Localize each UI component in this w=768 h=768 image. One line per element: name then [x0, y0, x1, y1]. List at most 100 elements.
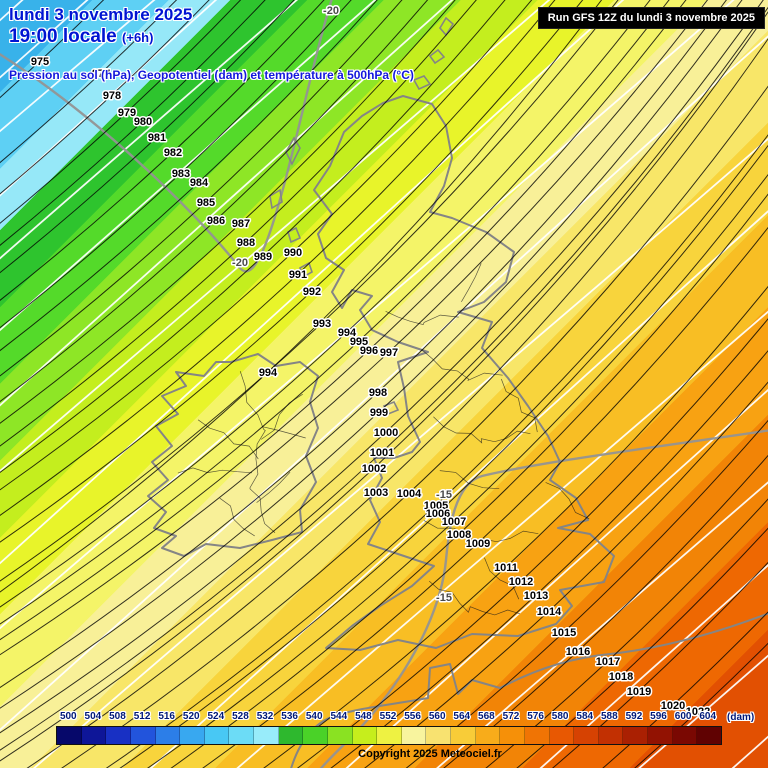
scale-tick-label: 604 [699, 711, 717, 722]
scale-segment [377, 727, 402, 744]
temperature-label: -15 [436, 489, 452, 501]
isobar-label: 993 [313, 318, 331, 330]
scale-tick-label: 564 [453, 711, 471, 722]
scale-segment [524, 727, 550, 744]
isobar-line [0, 0, 607, 545]
isobar-label: 1015 [552, 627, 576, 639]
isobar-label: 985 [197, 197, 215, 209]
island-coastline [382, 400, 400, 416]
scale-tick-label: 552 [379, 711, 397, 722]
scale-tick-label: 596 [650, 711, 667, 722]
isobar-label: 989 [254, 251, 272, 263]
isobar-label: 988 [237, 237, 255, 249]
isobar-line [0, 0, 638, 571]
isobar-line [0, 0, 105, 99]
isobar-label: 1016 [566, 646, 590, 658]
scale-tick-label: 592 [625, 711, 643, 722]
isobar-label: 991 [289, 269, 307, 281]
isobar-label: 1018 [609, 671, 633, 683]
scale-segment [672, 727, 698, 744]
isobar-label: 1004 [397, 488, 422, 500]
isobar-label: 986 [207, 215, 225, 227]
scale-segment [155, 727, 181, 744]
isobar-label: 1011 [494, 562, 518, 574]
scale-segment [500, 727, 525, 744]
isobar-line [0, 0, 676, 623]
isobar-line [405, 419, 768, 768]
admin-boundary [197, 419, 259, 460]
admin-boundary [421, 349, 503, 381]
scale-segment [697, 727, 721, 744]
isobar-line [0, 0, 596, 523]
isobar-label: 975 [31, 56, 49, 68]
isobar-line [552, 561, 768, 768]
island-coastline [428, 48, 446, 65]
scale-segment [57, 727, 82, 744]
isobar-line [485, 498, 768, 768]
isobar-label: 996 [360, 345, 378, 357]
island-coastline [412, 75, 432, 91]
coastline [313, 95, 615, 651]
scale-tick-label: 560 [428, 711, 446, 722]
scale-tick-label: 504 [84, 711, 102, 722]
scale-segment [598, 727, 624, 744]
isobar-label: 998 [369, 387, 387, 399]
scale-segment [278, 727, 304, 744]
temperature-label: -20 [323, 5, 339, 17]
isobar-line [0, 0, 768, 741]
scale-segment [229, 727, 254, 744]
scale-segment [106, 727, 131, 744]
isobar-line [0, 0, 622, 562]
coastline [147, 353, 319, 557]
isobar-label: 1003 [364, 487, 388, 499]
scale-tick-label: 556 [404, 711, 421, 722]
scale-tick-label: 508 [109, 711, 126, 722]
isobar-line [0, 0, 768, 724]
scale-tick-label: 516 [158, 711, 175, 722]
map-parameters-title: Pression au sol (hPa), Geopotentiel (dam… [9, 68, 414, 82]
scale-segment [327, 727, 353, 744]
isobar-line [634, 642, 768, 768]
isobar-line [516, 527, 768, 768]
isobar-line [0, 0, 668, 602]
island-coastline [299, 261, 313, 279]
isobar-label: 1005 [424, 500, 448, 512]
isobar-line [0, 0, 694, 632]
scale-segment [426, 727, 451, 744]
time-text: 19:00 locale [9, 26, 117, 47]
copyright-text: Copyright 2025 Meteociel.fr [358, 748, 502, 760]
isobar-label: 994 [338, 327, 357, 339]
isobar-label: 978 [103, 90, 121, 102]
isobar-label: 997 [380, 347, 398, 359]
scale-segment [401, 727, 427, 744]
scale-segment [352, 727, 378, 744]
admin-boundary [256, 471, 291, 503]
admin-boundary [545, 482, 590, 520]
scale-segment [475, 727, 501, 744]
temperature-contour-line [319, 429, 768, 768]
temperature-label: -20 [232, 257, 248, 269]
admin-boundary [177, 467, 253, 474]
valid-date-label: lundi 3 novembre 2025 [9, 5, 193, 24]
